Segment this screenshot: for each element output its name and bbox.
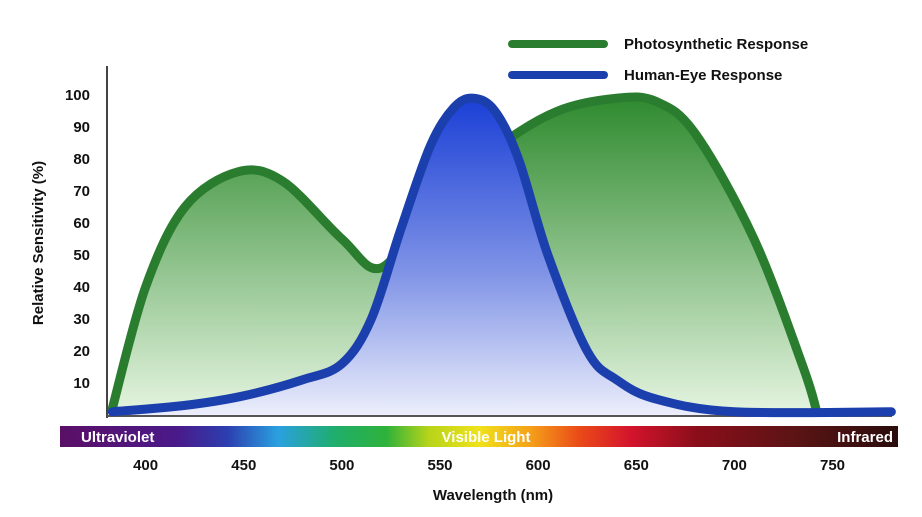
band-label-ultraviolet: Ultraviolet (81, 429, 154, 446)
y-tick-label: 80 (73, 151, 90, 168)
y-tick-label: 20 (73, 343, 90, 360)
band-label-visible-light: Visible Light (442, 429, 531, 446)
y-tick-label: 100 (65, 87, 90, 104)
x-tick-label: 400 (133, 457, 158, 474)
x-tick-label: 650 (624, 457, 649, 474)
y-axis-title: Relative Sensitivity (%) (30, 161, 47, 325)
x-tick-label: 550 (427, 457, 452, 474)
human-eye-line (107, 93, 896, 418)
y-tick-label: 50 (73, 247, 90, 264)
legend: Photosynthetic Response Human-Eye Respon… (508, 36, 808, 84)
y-tick-label: 30 (73, 311, 90, 328)
y-tick-labels: 10 20 30 40 50 60 70 80 90 100 (65, 87, 90, 392)
y-tick-label: 10 (73, 375, 90, 392)
x-tick-label: 600 (526, 457, 551, 474)
x-tick-label: 750 (820, 457, 845, 474)
x-tick-label: 450 (231, 457, 256, 474)
y-tick-label: 90 (73, 119, 90, 136)
legend-label-human-eye: Human-Eye Response (624, 67, 782, 84)
band-label-infrared: Infrared (837, 429, 893, 446)
human-eye-area (112, 98, 892, 415)
legend-label-photosynthetic: Photosynthetic Response (624, 36, 808, 53)
y-tick-label: 60 (73, 215, 90, 232)
spectrum-bar (60, 426, 898, 447)
x-axis-title: Wavelength (nm) (433, 487, 553, 504)
y-tick-label: 70 (73, 183, 90, 200)
x-tick-label: 700 (722, 457, 747, 474)
x-tick-labels: 400 450 500 550 600 650 700 750 (133, 457, 845, 474)
y-tick-label: 40 (73, 279, 90, 296)
spectrum-band: Ultraviolet Visible Light Infrared (60, 426, 898, 447)
x-tick-label: 500 (329, 457, 354, 474)
